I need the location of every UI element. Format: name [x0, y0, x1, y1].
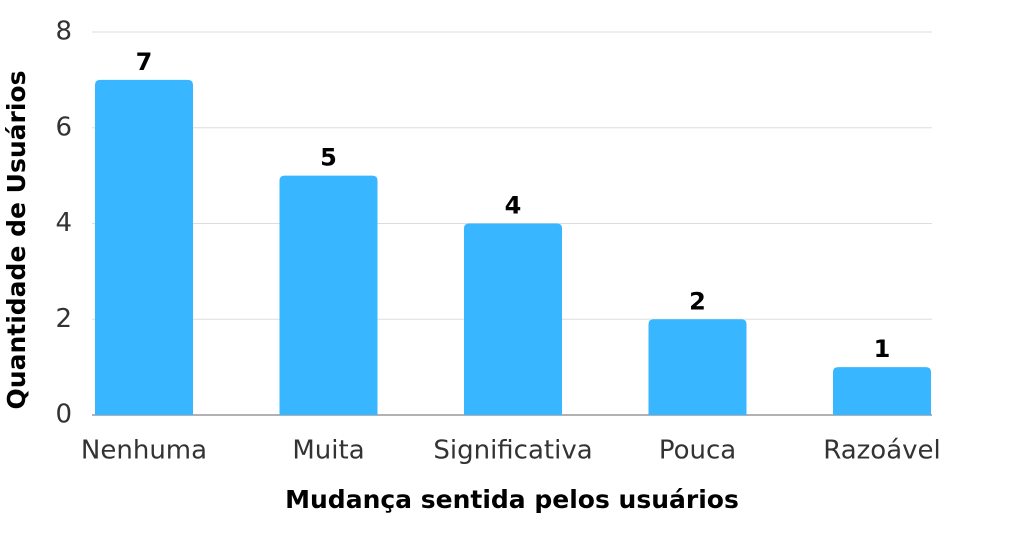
- y-axis-title: Quantidade de Usuários: [2, 71, 31, 410]
- value-label: 7: [136, 48, 153, 76]
- bar: [464, 223, 562, 415]
- x-tick-label: Nenhuma: [81, 436, 207, 466]
- x-tick-label: Razoável: [823, 436, 941, 466]
- bar: [279, 175, 378, 415]
- x-tick-label: Pouca: [659, 436, 736, 466]
- value-label: 4: [505, 192, 522, 220]
- value-label: 5: [320, 144, 337, 172]
- x-tick-label: Significativa: [433, 436, 592, 466]
- y-tick-label: 6: [55, 112, 72, 142]
- y-tick-label: 4: [55, 208, 72, 238]
- bar: [648, 319, 747, 415]
- x-axis-title: Mudança sentida pelos usuários: [285, 485, 739, 514]
- value-label: 1: [874, 335, 891, 363]
- value-label: 2: [689, 287, 706, 315]
- y-tick-label: 2: [55, 304, 72, 334]
- bar: [95, 79, 193, 415]
- y-tick-label: 8: [55, 17, 72, 47]
- x-tick-label: Muita: [292, 436, 364, 466]
- bar: [833, 367, 931, 415]
- y-tick-label: 0: [55, 400, 72, 430]
